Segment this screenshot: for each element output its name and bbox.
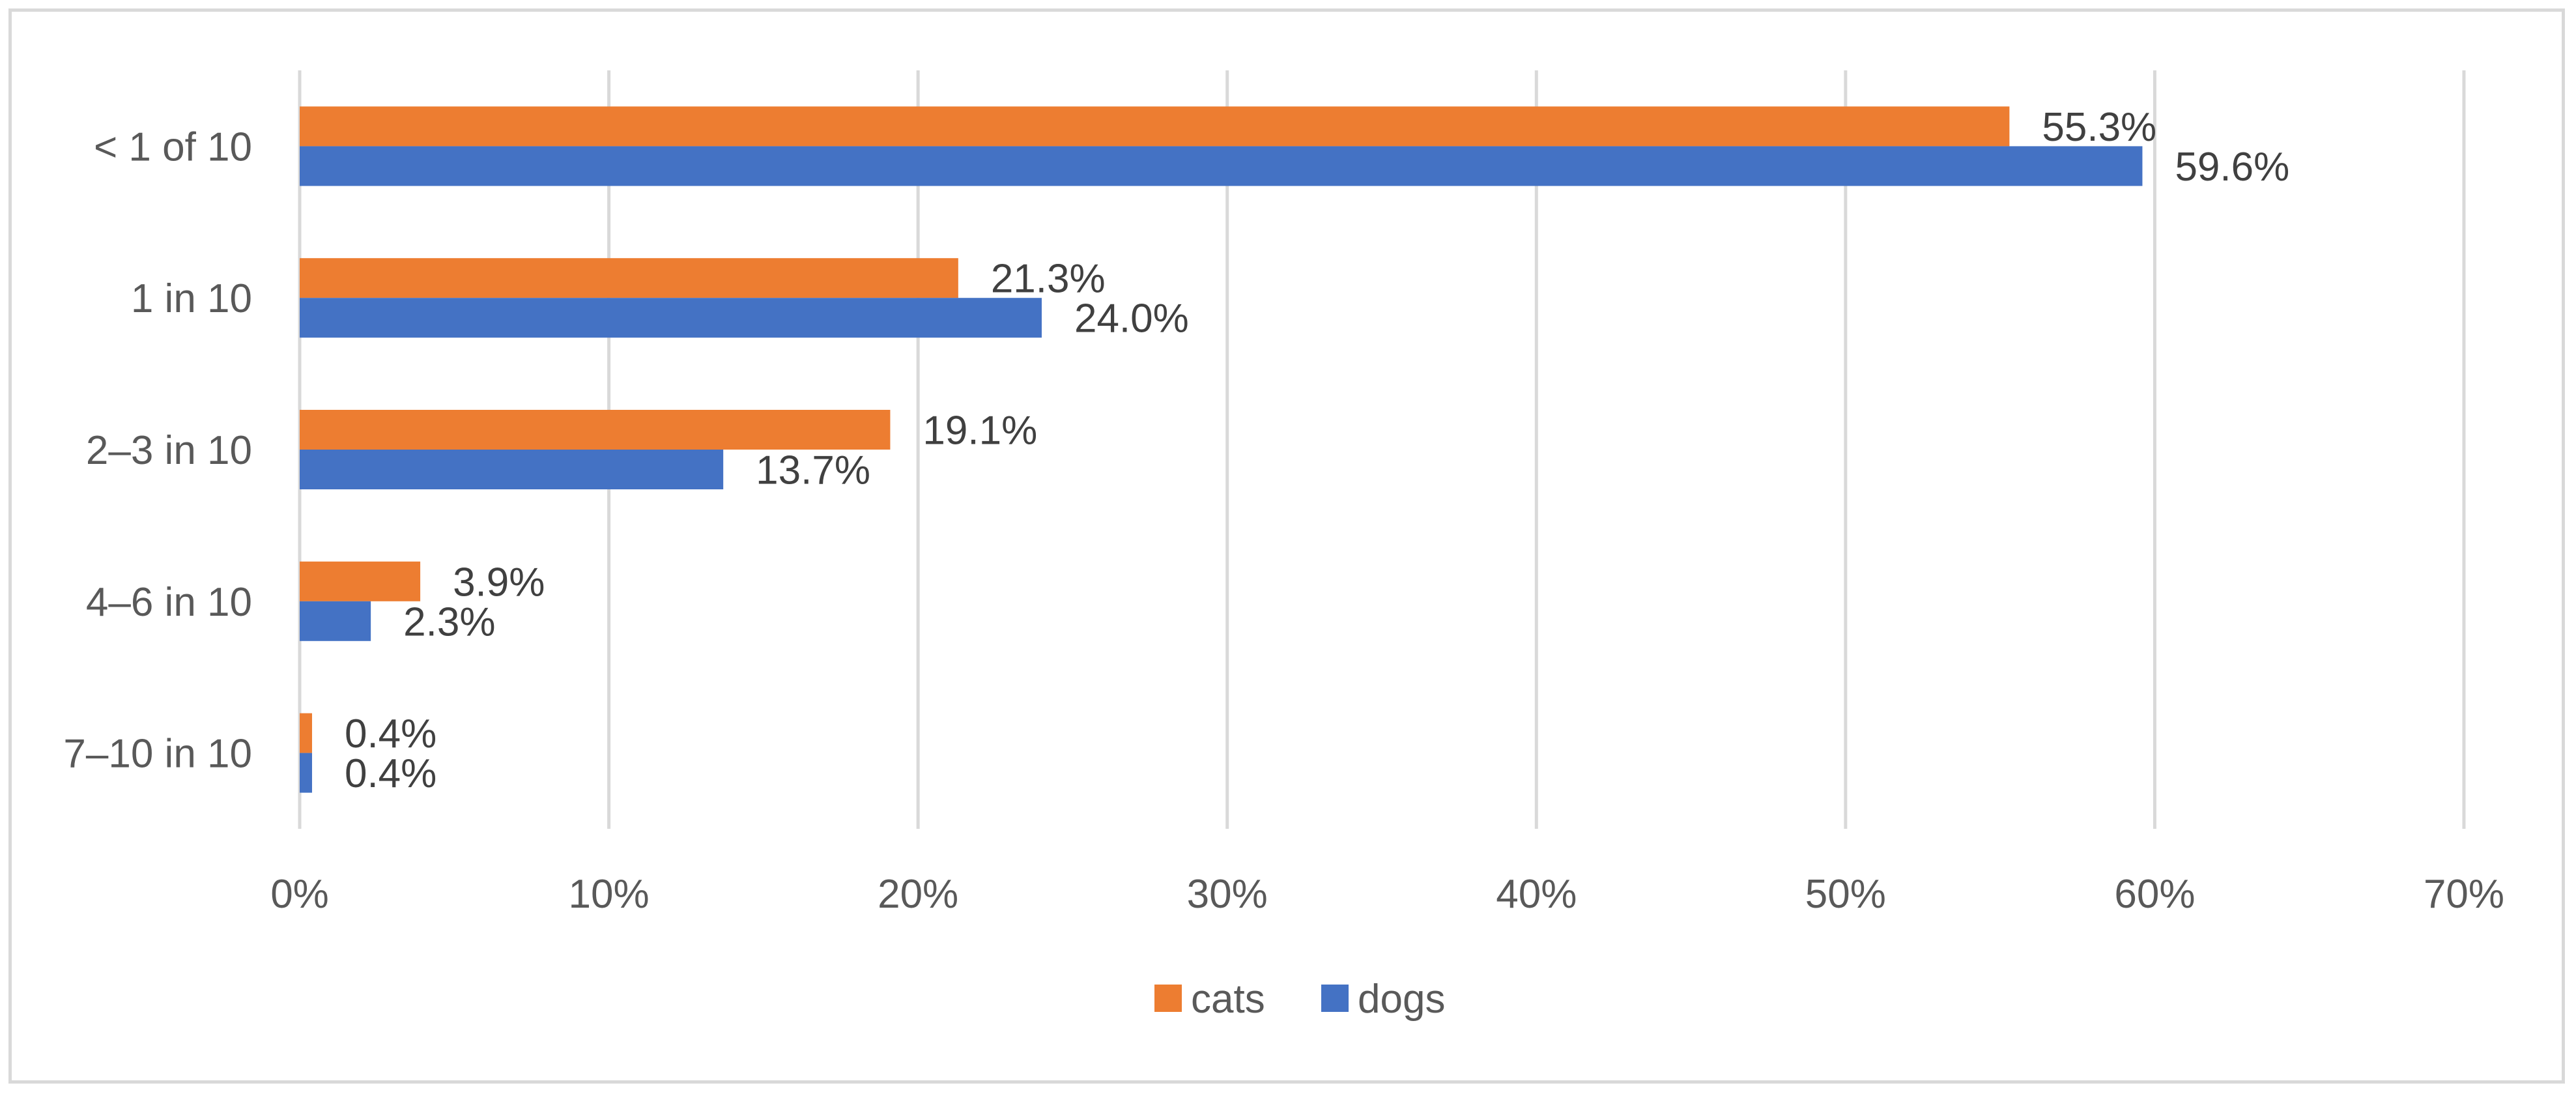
category-label: 7–10 in 10: [63, 732, 252, 777]
bar-cats: [300, 713, 312, 753]
data-label-cats: 55.3%: [2042, 105, 2156, 150]
bar-dogs: [300, 601, 371, 641]
data-label-cats: 0.4%: [345, 712, 436, 756]
category-label: < 1 of 10: [94, 124, 252, 169]
bar-cats: [300, 106, 2010, 147]
x-tick-label: 40%: [1496, 872, 1577, 917]
data-label-dogs: 2.3%: [403, 599, 495, 644]
bar-cats: [300, 410, 891, 450]
bar-cats: [300, 258, 958, 298]
category-label: 4–6 in 10: [86, 580, 252, 625]
data-label-cats: 3.9%: [453, 560, 545, 605]
bars-layer: [300, 106, 2143, 793]
category-label: 1 in 10: [131, 276, 252, 321]
x-tick-label: 50%: [1805, 872, 1886, 917]
legend-swatch-dogs: [1321, 985, 1349, 1012]
x-tick-label: 0%: [270, 872, 329, 917]
legend-swatch-cats: [1154, 985, 1182, 1012]
bar-dogs: [300, 753, 312, 793]
category-label: 2–3 in 10: [86, 428, 252, 473]
data-label-cats: 19.1%: [923, 409, 1037, 453]
x-tick-label: 10%: [569, 872, 650, 917]
data-label-dogs: 0.4%: [345, 751, 436, 796]
x-tick-label: 20%: [878, 872, 958, 917]
legend-label-dogs: dogs: [1358, 977, 1445, 1022]
grid-layer: [298, 70, 2466, 829]
data-label-cats: 21.3%: [991, 257, 1106, 302]
legend: cats dogs: [1154, 977, 1445, 1022]
x-tick-label: 70%: [2424, 872, 2504, 917]
x-tick-label: 60%: [2114, 872, 2195, 917]
bar-dogs: [300, 450, 724, 489]
labels-layer: 0% 10% 20% 30% 40% 50% 60% 70% < 1 of 10 55.3% 59.…: [63, 105, 2504, 917]
bar-dogs: [300, 298, 1042, 338]
bar-cats: [300, 561, 421, 601]
data-label-dogs: 24.0%: [1074, 296, 1189, 341]
data-label-dogs: 13.7%: [756, 448, 870, 493]
x-tick-label: 30%: [1187, 872, 1268, 917]
bar-dogs: [300, 146, 2143, 186]
data-label-dogs: 59.6%: [2175, 145, 2289, 190]
chart-frame: [8, 8, 2565, 1084]
legend-label-cats: cats: [1191, 977, 1265, 1022]
